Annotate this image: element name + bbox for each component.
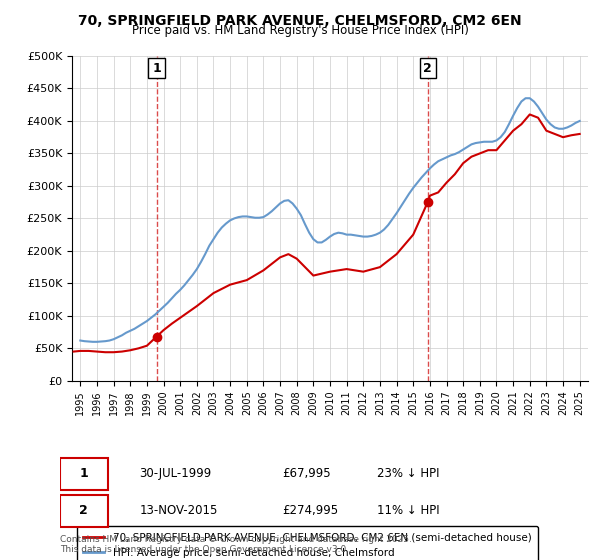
Text: £67,995: £67,995 bbox=[282, 468, 331, 480]
FancyBboxPatch shape bbox=[60, 458, 107, 489]
Text: 1: 1 bbox=[79, 468, 88, 480]
Text: 2: 2 bbox=[79, 505, 88, 517]
FancyBboxPatch shape bbox=[60, 495, 107, 526]
Text: Contains HM Land Registry data © Crown copyright and database right 2025.
This d: Contains HM Land Registry data © Crown c… bbox=[60, 535, 412, 554]
Text: 13-NOV-2015: 13-NOV-2015 bbox=[139, 505, 218, 517]
Legend: 70, SPRINGFIELD PARK AVENUE, CHELMSFORD, CM2 6EN (semi-detached house), HPI: Ave: 70, SPRINGFIELD PARK AVENUE, CHELMSFORD,… bbox=[77, 526, 538, 560]
Text: Price paid vs. HM Land Registry's House Price Index (HPI): Price paid vs. HM Land Registry's House … bbox=[131, 24, 469, 36]
Text: 30-JUL-1999: 30-JUL-1999 bbox=[139, 468, 211, 480]
Text: 70, SPRINGFIELD PARK AVENUE, CHELMSFORD, CM2 6EN: 70, SPRINGFIELD PARK AVENUE, CHELMSFORD,… bbox=[78, 14, 522, 28]
Text: 1: 1 bbox=[152, 62, 161, 74]
Text: £274,995: £274,995 bbox=[282, 505, 338, 517]
Text: 23% ↓ HPI: 23% ↓ HPI bbox=[377, 468, 439, 480]
Text: 2: 2 bbox=[424, 62, 432, 74]
Text: 11% ↓ HPI: 11% ↓ HPI bbox=[377, 505, 439, 517]
